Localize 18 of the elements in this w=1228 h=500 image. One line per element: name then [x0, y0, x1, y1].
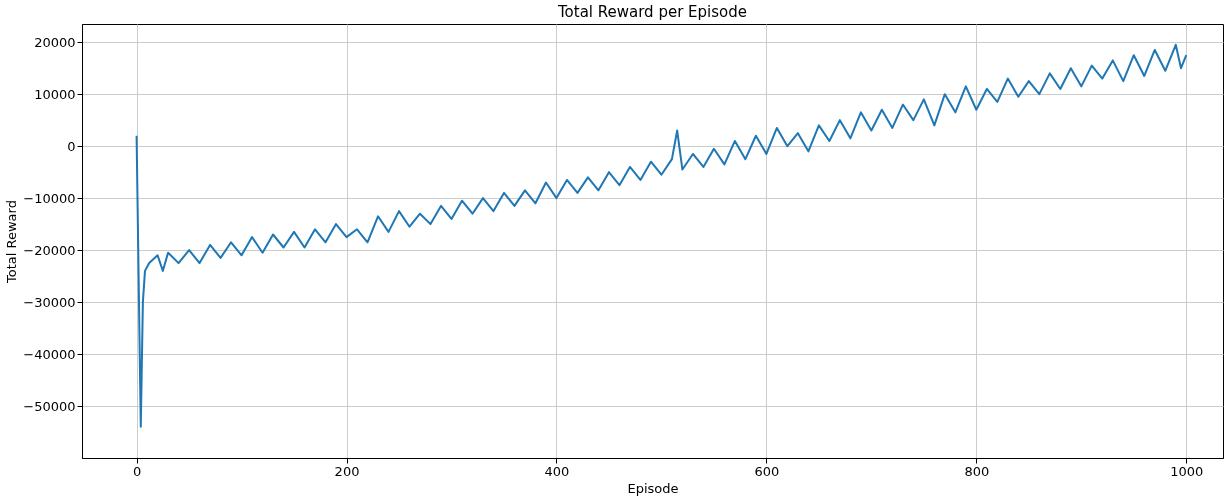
y-tick-label: −20000	[23, 242, 76, 258]
y-tick-label: −30000	[23, 294, 76, 310]
x-axis-title: Episode	[627, 480, 679, 496]
y-axis-title: Total Reward	[4, 200, 20, 284]
chart-title: Total Reward per Episode	[556, 3, 748, 21]
x-tick-label: 600	[754, 463, 780, 479]
x-tick-label: 400	[544, 463, 570, 479]
line-series	[135, 43, 1188, 428]
y-tick-label: 0	[67, 138, 76, 154]
y-tick-label: 20000	[34, 34, 76, 50]
y-tick-label: −40000	[23, 346, 76, 362]
y-tick-label: −50000	[23, 398, 76, 414]
x-tick-label: 0	[132, 463, 142, 479]
x-tick-label: 200	[334, 463, 360, 479]
x-tick-label: 1000	[1170, 463, 1204, 479]
y-tick-label: −10000	[23, 190, 76, 206]
x-tick-label: 800	[964, 463, 990, 479]
y-tick-label: 10000	[34, 86, 76, 102]
